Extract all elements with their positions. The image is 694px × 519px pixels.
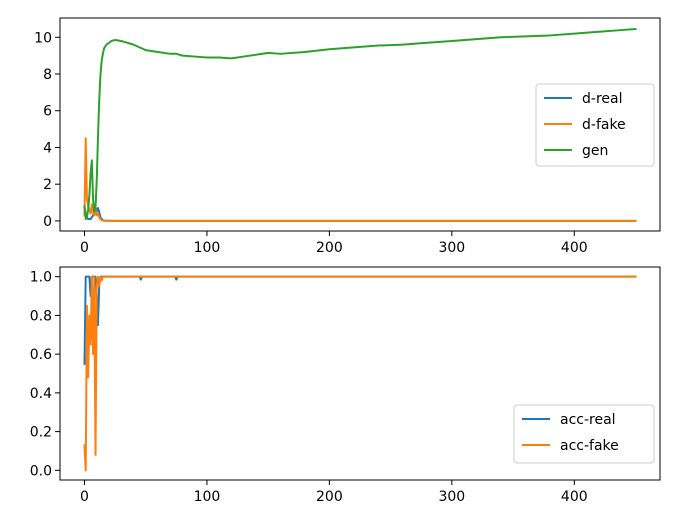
y-tick-label: 10 (34, 30, 52, 46)
legend-label-acc-real: acc-real (560, 412, 616, 428)
legend-label-gen: gen (582, 143, 608, 159)
legend-label-d-real: d-real (582, 91, 622, 107)
legend-box (535, 83, 655, 167)
series-line-gen (83, 27, 637, 221)
series-group (83, 27, 637, 222)
x-tick-label: 200 (316, 489, 343, 505)
x-tick-label: 100 (194, 240, 221, 256)
x-tick-label: 400 (561, 240, 588, 256)
loss-panel: 0 100 200 300 400 0 2 4 6 8 10 d-real d-fake gen (34, 17, 661, 256)
x-tick-label: 300 (438, 489, 465, 505)
y-tick-label: 0.2 (30, 425, 52, 441)
x-tick-label: 300 (438, 240, 465, 256)
series-group (83, 275, 637, 472)
series-line-acc-fake (83, 275, 637, 472)
y-tick-label: 0.6 (30, 347, 52, 363)
x-tick-label: 0 (80, 240, 89, 256)
y-tick-label: 0 (43, 214, 52, 230)
y-tick-label: 2 (43, 177, 52, 193)
y-tick-label: 8 (43, 67, 52, 83)
axes-frame (59, 266, 661, 481)
x-tick-label: 200 (316, 240, 343, 256)
y-tick-label: 0.4 (30, 386, 52, 402)
legend: acc-real acc-fake (513, 404, 655, 464)
y-tick-label: 1.0 (30, 270, 52, 286)
axes-frame (59, 17, 661, 232)
legend-label-d-fake: d-fake (582, 117, 626, 133)
y-tick-label: 0.8 (30, 308, 52, 324)
y-tick-label: 0.0 (30, 463, 52, 479)
x-tick-label: 400 (561, 489, 588, 505)
series-line-d-fake (83, 137, 637, 222)
x-tick-label: 100 (194, 489, 221, 505)
series-line-acc-real (83, 275, 637, 365)
series-line-d-real (83, 206, 637, 222)
legend-label-acc-fake: acc-fake (560, 438, 619, 454)
accuracy-panel: 0 100 200 300 4000.00.20.40.60.81.0acc-reala… (30, 266, 661, 505)
y-tick-label: 4 (43, 140, 52, 156)
y-tick-label: 6 (43, 104, 52, 120)
legend: d-real d-fake gen (535, 83, 655, 167)
x-tick-label: 0 (80, 489, 89, 505)
